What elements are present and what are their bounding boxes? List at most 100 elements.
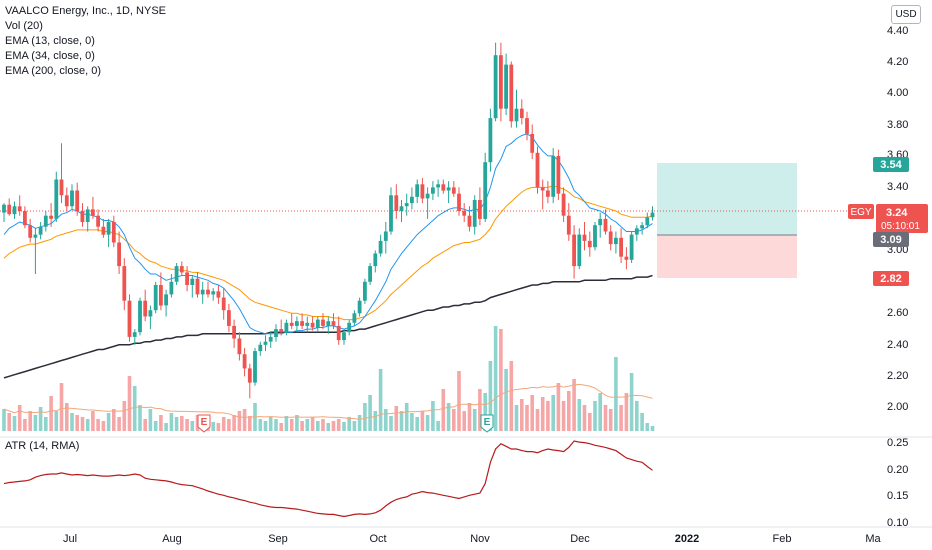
- symbol-title[interactable]: VAALCO Energy, Inc., 1D, NYSE: [5, 5, 166, 17]
- candle-body: [253, 351, 257, 383]
- time-axis[interactable]: Jul Aug Sep Oct Nov Dec 2022 Feb Ma: [63, 533, 882, 545]
- volume-bar: [577, 399, 582, 431]
- indicator-ema13[interactable]: EMA (13, close, 0): [5, 35, 95, 47]
- candle-body: [347, 322, 352, 333]
- volume-bar: [117, 417, 121, 431]
- volume-bar: [394, 406, 399, 431]
- atr-line: [3, 440, 653, 518]
- time-label: Jul: [63, 533, 77, 545]
- candle-body: [441, 184, 446, 191]
- volume-bar: [112, 409, 116, 431]
- volume-bar: [101, 421, 106, 431]
- volume-bar: [279, 423, 283, 431]
- candle-body: [451, 187, 456, 194]
- candle-body: [247, 368, 252, 383]
- indicator-ema200[interactable]: EMA (200, close, 0): [5, 65, 101, 77]
- volume-bar: [316, 421, 320, 431]
- candle-body: [179, 266, 184, 273]
- candle-body: [488, 118, 493, 163]
- earnings-marker-aug[interactable]: E: [197, 414, 211, 433]
- candle-body: [148, 310, 153, 317]
- volume-bar: [190, 421, 195, 431]
- candle-body: [289, 322, 294, 326]
- candle-body: [603, 218, 608, 232]
- candle-body: [383, 231, 388, 241]
- candle-body: [96, 215, 100, 227]
- volume-bar: [237, 411, 242, 431]
- time-label: Feb: [773, 533, 792, 545]
- candle-body: [80, 211, 85, 222]
- candle-body: [268, 336, 273, 342]
- candle-body: [237, 338, 242, 355]
- volume-bar: [645, 423, 650, 431]
- candle-body: [525, 118, 529, 134]
- volume-bar: [96, 419, 100, 431]
- volume-bar: [603, 405, 608, 431]
- volume-bar: [347, 417, 351, 431]
- indicator-volume[interactable]: Vol (20): [5, 20, 43, 32]
- volume-bar: [556, 383, 561, 431]
- volume-bar: [457, 371, 461, 431]
- target-badge[interactable]: 3.54: [873, 157, 909, 172]
- volume-bar: [143, 419, 147, 431]
- candle-body: [540, 187, 545, 191]
- volume-bar: [640, 413, 644, 431]
- volume-bar: [425, 415, 430, 431]
- indicator-ema34[interactable]: EMA (34, close, 0): [5, 50, 95, 62]
- candle-body: [49, 215, 53, 219]
- candle-body: [587, 240, 592, 248]
- candle-body: [263, 341, 268, 345]
- volume-bar: [227, 419, 231, 431]
- price-tick: 2.40: [887, 339, 908, 351]
- volume-bar: [472, 409, 477, 431]
- candle-body: [7, 204, 12, 215]
- candle-body: [566, 215, 571, 235]
- volume-bar: [572, 379, 576, 431]
- candle-body: [227, 310, 231, 326]
- volume-bar: [352, 421, 357, 431]
- candle-body: [33, 234, 38, 238]
- loss-zone[interactable]: [657, 235, 797, 278]
- last-price-value: 3.24: [886, 207, 908, 219]
- entry-badge[interactable]: 3.09: [873, 232, 909, 247]
- candle-body: [174, 266, 179, 282]
- volume-bar: [65, 403, 69, 431]
- volume-bar: [629, 373, 634, 431]
- candle-body: [504, 64, 508, 109]
- candle-body: [195, 278, 200, 295]
- volume-bar: [2, 409, 6, 431]
- earnings-marker-nov[interactable]: E: [480, 414, 494, 433]
- volume-bar: [520, 399, 524, 431]
- time-label: Sep: [268, 533, 288, 545]
- price-tick: 3.40: [887, 181, 908, 193]
- last-price-badge[interactable]: 3.24 05:10:01: [876, 204, 928, 233]
- candle-body: [117, 242, 121, 267]
- candle-body: [561, 193, 566, 216]
- volume-bar: [404, 403, 409, 431]
- candle-body: [211, 291, 216, 295]
- candle-body: [572, 234, 576, 267]
- volume-bar: [551, 395, 555, 431]
- target-value: 3.54: [880, 159, 902, 171]
- profit-zone[interactable]: [657, 163, 797, 235]
- volume-bar: [598, 393, 602, 431]
- time-label: Dec: [570, 533, 590, 545]
- volume-bar: [180, 416, 184, 431]
- volume-bar: [614, 357, 618, 431]
- volume-bar: [310, 417, 315, 431]
- price-tick: 4.40: [887, 25, 908, 37]
- atr-axis[interactable]: 0.25 0.20 0.15 0.10: [887, 437, 908, 529]
- volume-bar: [619, 405, 623, 431]
- volume-bar: [336, 419, 341, 431]
- stop-badge[interactable]: 2.82: [873, 271, 909, 286]
- atr-indicator-label[interactable]: ATR (14, RMA): [5, 440, 80, 452]
- volume-bar: [122, 401, 127, 431]
- volume-bar: [44, 417, 48, 431]
- candle-body: [645, 217, 650, 226]
- currency-button[interactable]: USD: [891, 5, 921, 24]
- symbol-badge[interactable]: EGY: [848, 204, 874, 219]
- candle-body: [410, 196, 414, 204]
- candle-body: [483, 162, 488, 219]
- volume-bar: [561, 401, 566, 431]
- candle-body: [514, 108, 519, 122]
